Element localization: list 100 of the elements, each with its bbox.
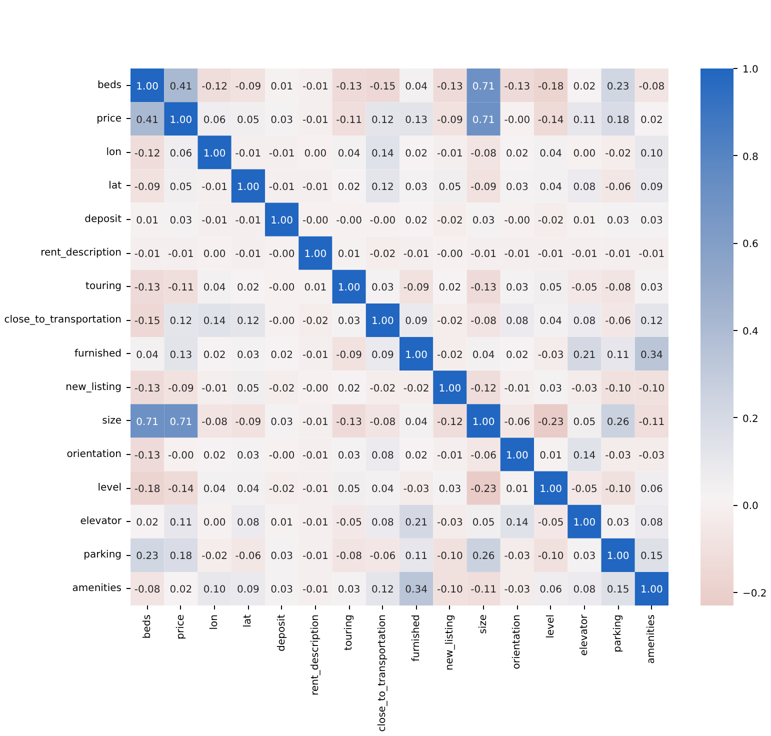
data-label: -0.05 [572,484,598,496]
data-label: 0.21 [405,518,428,529]
data-label: 0.03 [438,484,462,496]
data-label: 1.00 [472,416,495,428]
data-label: -0.06 [504,416,530,428]
data-label: -0.02 [268,484,295,496]
data-label: 0.71 [472,81,495,92]
data-label: -0.10 [605,484,631,496]
data-label: -0.00 [268,450,295,462]
data-label: 0.03 [506,182,528,193]
x-tick-label: price [175,614,186,640]
data-label: 0.02 [203,450,226,462]
data-label: 1.00 [606,551,630,562]
data-label: 0.10 [203,584,226,596]
data-label: -0.03 [403,484,430,496]
data-label: 0.03 [640,282,663,294]
data-label: 0.03 [170,216,192,227]
data-label: -0.01 [302,584,328,596]
data-label: -0.03 [437,518,463,529]
data-label: -0.03 [638,450,665,462]
data-label: 1.00 [405,350,428,361]
x-tick-label: parking [612,614,624,652]
data-label: 0.05 [237,383,260,394]
data-label: -0.02 [370,249,396,260]
data-label: 0.12 [372,114,394,126]
data-label: -0.01 [638,249,665,260]
y-tick-label: close_to_transportation [4,314,122,326]
data-label: 0.34 [405,584,428,596]
data-label: 0.04 [540,148,562,160]
data-label: -0.08 [336,551,362,562]
data-label: 0.10 [640,148,663,160]
data-label: -0.00 [370,216,396,227]
data-label: -0.01 [302,114,328,126]
data-label: 0.02 [270,350,293,361]
x-tick-label: elevator [578,614,590,656]
data-label: 1.00 [540,484,562,496]
y-tick-label: price [96,113,122,124]
data-label: -0.02 [370,383,396,394]
x-tick-label: furnished [410,614,422,662]
data-label: -0.02 [302,316,328,328]
data-label: 0.18 [606,114,630,126]
data-label: 0.05 [438,182,462,193]
data-label: 0.04 [203,484,226,496]
data-label: 1.00 [573,518,596,529]
data-label: -0.11 [470,584,496,596]
data-label: 0.08 [573,182,596,193]
data-label: -0.01 [268,148,295,160]
data-label: 0.01 [540,450,562,462]
data-label: -0.02 [437,316,463,328]
data-label: 0.02 [136,518,158,529]
color-bar-label: −0.2 [742,588,767,600]
y-tick-label: orientation [66,448,122,460]
data-label: 0.04 [540,316,562,328]
data-label: 0.12 [237,316,260,328]
data-label: -0.00 [437,249,463,260]
data-label: 0.04 [472,350,495,361]
data-label: 1.00 [506,450,528,462]
data-label: -0.01 [302,484,328,496]
data-label: 0.18 [170,551,192,562]
data-label: 0.71 [472,114,495,126]
data-label: 0.03 [270,416,293,428]
color-bar-label: 0.8 [742,152,758,163]
data-label: 0.02 [338,383,360,394]
data-label: 1.00 [136,81,158,92]
data-label: 0.05 [540,282,562,294]
data-label: 0.71 [170,416,192,428]
data-label: 0.26 [606,416,630,428]
data-label: 0.03 [237,450,260,462]
x-tick-label: size [478,614,490,634]
data-label: 0.41 [170,81,192,92]
data-label: -0.06 [605,182,631,193]
data-label: -0.03 [572,383,598,394]
data-label: 0.03 [506,282,528,294]
y-tick-label: size [102,415,122,426]
color-bar-label: 0.6 [742,239,758,250]
data-label: -0.01 [302,350,328,361]
data-label: 0.06 [170,148,192,160]
data-label: 0.03 [270,551,293,562]
x-tick-label: new_listing [444,614,456,670]
data-label: 1.00 [237,182,260,193]
data-label: 0.04 [372,484,394,496]
data-label: -0.01 [572,249,598,260]
data-label: 1.00 [338,282,360,294]
data-label: -0.13 [437,81,463,92]
data-label: 0.02 [170,584,192,596]
data-label: -0.09 [470,182,496,193]
data-label: 1.00 [170,114,192,126]
data-label: 0.23 [136,551,158,562]
color-bar-label: 0.0 [742,501,758,512]
data-label: -0.01 [437,450,463,462]
data-label: -0.01 [168,249,194,260]
data-label: -0.00 [504,114,530,126]
y-tick-label: lat [108,180,122,192]
data-label: 0.03 [237,350,260,361]
data-label: 0.01 [338,249,360,260]
data-label: 0.03 [472,216,495,227]
data-label: 0.13 [170,350,192,361]
x-tick-label: lat [242,614,254,628]
data-label: 0.02 [506,148,528,160]
data-label: -0.01 [134,249,160,260]
